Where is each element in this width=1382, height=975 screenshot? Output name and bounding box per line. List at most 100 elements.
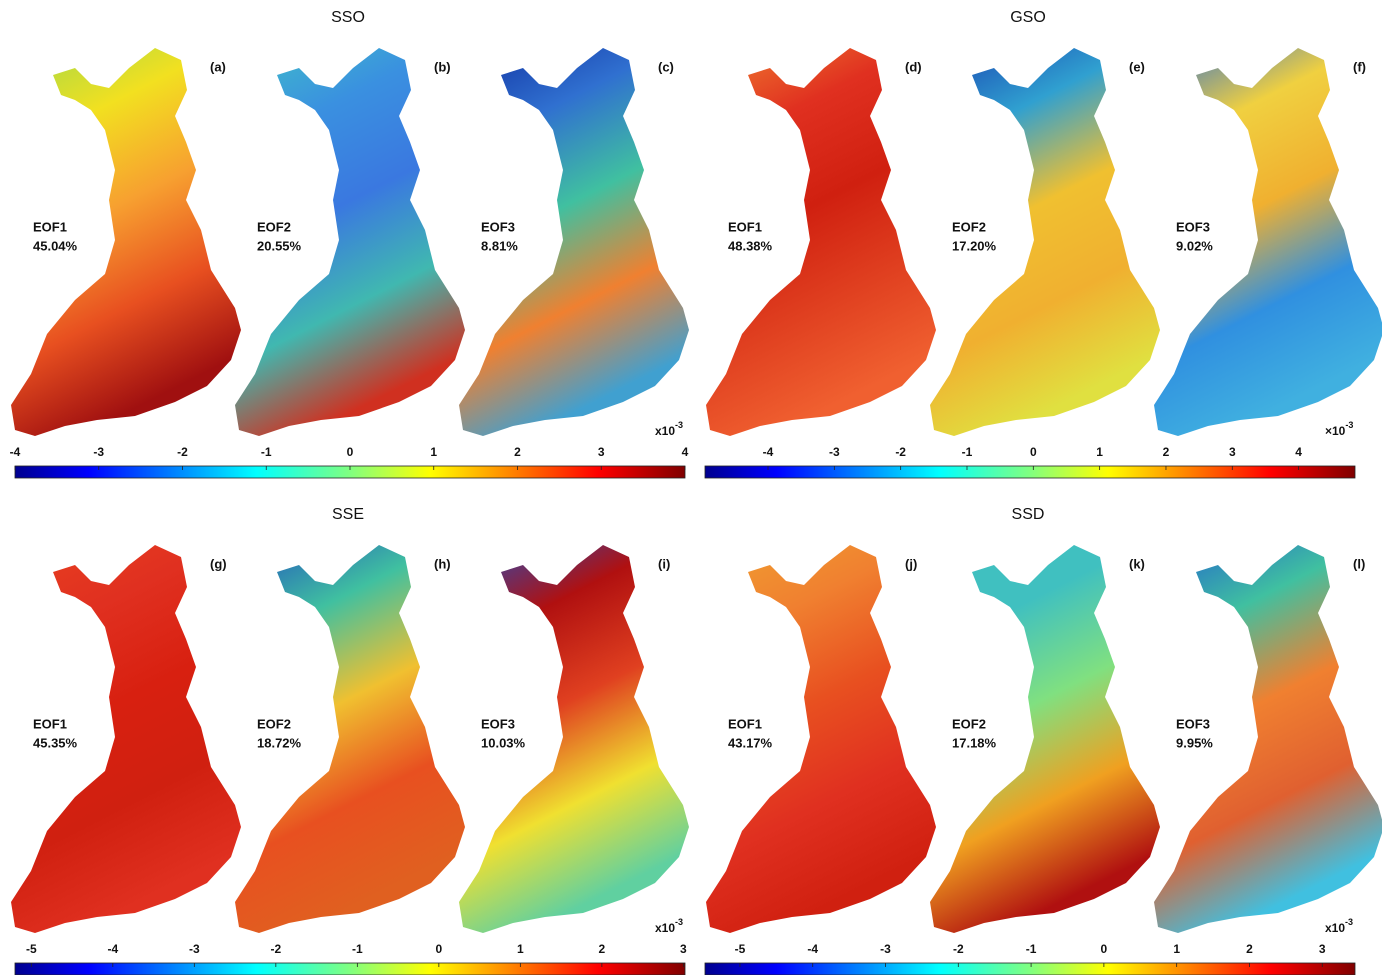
map: (a) EOF1 45.04% bbox=[11, 48, 241, 436]
colorbar-tick-label: -3 bbox=[880, 942, 891, 956]
eof-percent: 45.04% bbox=[33, 238, 78, 253]
panel-title: SSD bbox=[1012, 506, 1045, 523]
colorbar-tick-label: -2 bbox=[177, 445, 188, 459]
colorbar-tick-label: -2 bbox=[895, 445, 906, 459]
eof-label: EOF1 bbox=[33, 716, 67, 731]
colorbar-tick-label: 2 bbox=[1246, 942, 1253, 956]
eof-percent: 45.35% bbox=[33, 735, 78, 750]
colorbar bbox=[704, 962, 1356, 975]
panel-letter: (j) bbox=[905, 556, 917, 571]
panel-title: SSE bbox=[332, 506, 364, 523]
map: (d) EOF1 48.38% bbox=[706, 48, 936, 436]
colorbar-tick-label: -1 bbox=[352, 942, 363, 956]
colorbar-multiplier: ×10-3 bbox=[1325, 420, 1353, 438]
colorbar-tick-label: -1 bbox=[261, 445, 272, 459]
colorbar-tick-label: 2 bbox=[1163, 445, 1170, 459]
colorbar bbox=[704, 465, 1356, 479]
panel-letter: (b) bbox=[434, 59, 451, 74]
eof-label: EOF1 bbox=[728, 716, 762, 731]
map: (g) EOF1 45.35% bbox=[11, 545, 241, 933]
eof-label: EOF2 bbox=[952, 219, 986, 234]
colorbar-tick-label: 1 bbox=[517, 942, 524, 956]
panel-letter: (i) bbox=[658, 556, 670, 571]
colorbar-multiplier: x10-3 bbox=[655, 420, 683, 438]
colorbar-multiplier: x10-3 bbox=[1325, 917, 1353, 935]
colorbar-tick-label: 2 bbox=[514, 445, 521, 459]
colorbar-tick-label: 3 bbox=[1319, 942, 1326, 956]
eof-percent: 43.17% bbox=[728, 735, 773, 750]
panel-letter: (c) bbox=[658, 59, 674, 74]
colorbar-tick-label: -5 bbox=[26, 942, 37, 956]
colorbar-tick-label: 3 bbox=[680, 942, 687, 956]
colorbar-tick-label: -5 bbox=[735, 942, 746, 956]
colorbar-tick-label: -4 bbox=[10, 445, 21, 459]
eof-label: EOF2 bbox=[257, 716, 291, 731]
panel: SSO (a) EOF1 45.04% (b) EOF2 20.55% (c) EOF3 8.81… bbox=[10, 9, 689, 479]
eof-label: EOF2 bbox=[952, 716, 986, 731]
colorbar bbox=[14, 962, 686, 975]
eof-percent: 17.20% bbox=[952, 238, 997, 253]
eof-label: EOF3 bbox=[1176, 219, 1210, 234]
panel: SSD (j) EOF1 43.17% (k) EOF2 17.18% (l) EOF3 9.95… bbox=[704, 506, 1382, 975]
colorbar-tick-label: 3 bbox=[1229, 445, 1236, 459]
eof-percent: 18.72% bbox=[257, 735, 302, 750]
eof-percent: 48.38% bbox=[728, 238, 773, 253]
colorbar-tick-label: 0 bbox=[436, 942, 443, 956]
panel-letter: (g) bbox=[210, 556, 227, 571]
eof-percent: 20.55% bbox=[257, 238, 302, 253]
panel-title: SSO bbox=[331, 9, 365, 26]
colorbar-tick-label: -1 bbox=[1026, 942, 1037, 956]
multiplier-base: x10 bbox=[1325, 921, 1345, 935]
eof-percent: 10.03% bbox=[481, 735, 526, 750]
colorbar-tick-label: 4 bbox=[682, 445, 689, 459]
colorbar-tick-label: -2 bbox=[270, 942, 281, 956]
multiplier-exponent: -3 bbox=[1345, 420, 1353, 430]
panel-letter: (a) bbox=[210, 59, 226, 74]
map: (k) EOF2 17.18% bbox=[930, 545, 1160, 933]
colorbar-tick-label: -4 bbox=[763, 445, 774, 459]
eof-label: EOF2 bbox=[257, 219, 291, 234]
multiplier-base: x10 bbox=[655, 424, 675, 438]
map: (i) EOF3 10.03% bbox=[459, 545, 689, 933]
eof-label: EOF1 bbox=[33, 219, 67, 234]
panel-letter: (d) bbox=[905, 59, 922, 74]
colorbar-tick-label: 3 bbox=[598, 445, 605, 459]
multiplier-base: ×10 bbox=[1325, 424, 1346, 438]
colorbar-tick-label: -4 bbox=[107, 942, 118, 956]
colorbar-tick-label: 1 bbox=[1096, 445, 1103, 459]
colorbar-tick-label: -3 bbox=[189, 942, 200, 956]
map: (b) EOF2 20.55% bbox=[235, 48, 465, 436]
eof-percent: 17.18% bbox=[952, 735, 997, 750]
panel: SSE (g) EOF1 45.35% (h) EOF2 18.72% (i) EOF3 10.0… bbox=[11, 506, 689, 975]
colorbar-tick-label: -2 bbox=[953, 942, 964, 956]
colorbar-tick-label: 0 bbox=[1101, 942, 1108, 956]
colorbar-tick-label: -4 bbox=[807, 942, 818, 956]
map: (j) EOF1 43.17% bbox=[706, 545, 936, 933]
colorbar-tick-label: -1 bbox=[962, 445, 973, 459]
panel-letter: (k) bbox=[1129, 556, 1145, 571]
panel-letter: (h) bbox=[434, 556, 451, 571]
eof-percent: 9.95% bbox=[1176, 735, 1213, 750]
colorbar-tick-label: 0 bbox=[1030, 445, 1037, 459]
colorbar-tick-label: 1 bbox=[430, 445, 437, 459]
multiplier-exponent: -3 bbox=[675, 420, 683, 430]
eof-label: EOF3 bbox=[481, 716, 515, 731]
colorbar-multiplier: x10-3 bbox=[655, 917, 683, 935]
colorbar-tick-label: 1 bbox=[1173, 942, 1180, 956]
colorbar-tick-label: 2 bbox=[599, 942, 606, 956]
panel-letter: (l) bbox=[1353, 556, 1365, 571]
multiplier-exponent: -3 bbox=[1345, 917, 1353, 927]
eof-label: EOF1 bbox=[728, 219, 762, 234]
map: (l) EOF3 9.95% bbox=[1154, 545, 1382, 933]
panel: GSO (d) EOF1 48.38% (e) EOF2 17.20% (f) EOF3 9.02… bbox=[704, 9, 1382, 479]
colorbar-tick-label: -3 bbox=[93, 445, 104, 459]
colorbar-tick-label: 0 bbox=[347, 445, 354, 459]
map: (f) EOF3 9.02% bbox=[1154, 48, 1382, 436]
colorbar-tick-label: -3 bbox=[829, 445, 840, 459]
multiplier-exponent: -3 bbox=[675, 917, 683, 927]
eof-label: EOF3 bbox=[481, 219, 515, 234]
map: (h) EOF2 18.72% bbox=[235, 545, 465, 933]
panel-letter: (f) bbox=[1353, 59, 1366, 74]
map: (e) EOF2 17.20% bbox=[930, 48, 1160, 436]
